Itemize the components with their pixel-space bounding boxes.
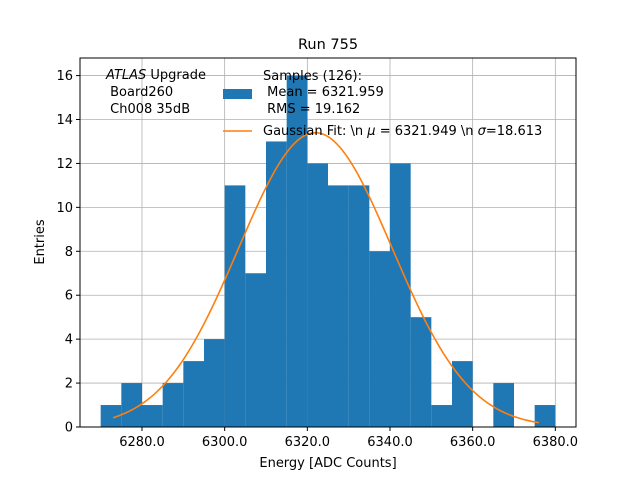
histogram-bars [100,75,556,428]
y-tick-label: 16 [56,69,73,84]
histogram-bar [348,185,370,427]
x-tick-label: 6340.0 [367,435,413,450]
legend-fit-sigma: σ [478,124,487,139]
x-tick-label: 6380.0 [533,435,579,450]
chart-title: Run 755 [298,37,358,53]
y-tick-label: 4 [65,333,73,348]
y-axis-ticks: 0 2 4 6 8 10 12 14 16 [56,69,80,436]
legend-samples-line-3: RMS = 19.162 [263,102,360,117]
legend-fit-label: Gaussian Fit: \n μ = 6321.949 \n σ=18.61… [263,124,542,139]
y-axis-label: Entries [33,219,48,265]
histogram-bar [286,75,308,428]
y-tick-label: 10 [56,201,73,216]
histogram-bar [410,317,432,427]
atlas-annotation: ATLAS Upgrade Board260 Ch008 35dB [105,68,206,117]
histogram-bar [266,141,287,427]
legend-fit-mid: = 6321.949 \n [376,124,478,139]
legend-samples-line-2: Mean = 6321.959 [263,85,384,100]
legend-fit-mu: μ [366,124,375,139]
annotation-line-3: Ch008 35dB [106,102,190,117]
plot-frame [79,57,577,428]
y-tick-label: 12 [56,157,73,172]
y-tick-label: 8 [65,245,73,260]
histogram-bar [245,273,266,427]
histogram-bar [390,163,411,427]
x-tick-label: 6300.0 [202,435,248,450]
annotation-line-2: Board260 [106,85,173,100]
histogram-bar [534,405,556,427]
x-tick-label: 6280.0 [119,435,165,450]
x-axis-label: Energy [ADC Counts] [259,456,396,471]
histogram-bar [369,251,390,427]
histogram-bar [162,383,184,427]
legend-samples-line-1: Samples (126): [263,69,362,84]
legend-swatch-histogram [223,89,252,99]
histogram-bar [121,383,142,427]
legend: Samples (126): Mean = 6321.959 RMS = 19.… [223,69,542,139]
histogram-bar [493,383,514,427]
x-tick-label: 6360.0 [450,435,496,450]
legend-fit-post: =18.613 [486,124,542,139]
annotation-upgrade: Upgrade [146,68,206,83]
histogram-bar [142,405,163,427]
histogram-bar [183,361,204,427]
x-axis-ticks: 6280.0 6300.0 6320.0 6340.0 6360.0 6380.0 [119,427,578,450]
histogram-bar [452,361,473,427]
histogram-bar [204,339,225,427]
histogram-bar [431,405,452,427]
annotation-atlas: ATLAS [105,68,146,83]
histogram-bar [307,163,328,427]
y-tick-label: 2 [65,377,73,392]
y-tick-label: 0 [65,421,73,436]
annotation-line-1: ATLAS Upgrade [105,68,206,83]
histogram-bar [100,405,122,427]
y-tick-label: 6 [65,289,73,304]
histogram-bar [224,185,246,427]
legend-fit-pre: Gaussian Fit: \n [263,124,367,139]
histogram-bar [328,185,349,427]
y-tick-label: 14 [56,113,73,128]
gaussian-fit-curve [112,131,539,424]
x-tick-label: 6320.0 [285,435,331,450]
